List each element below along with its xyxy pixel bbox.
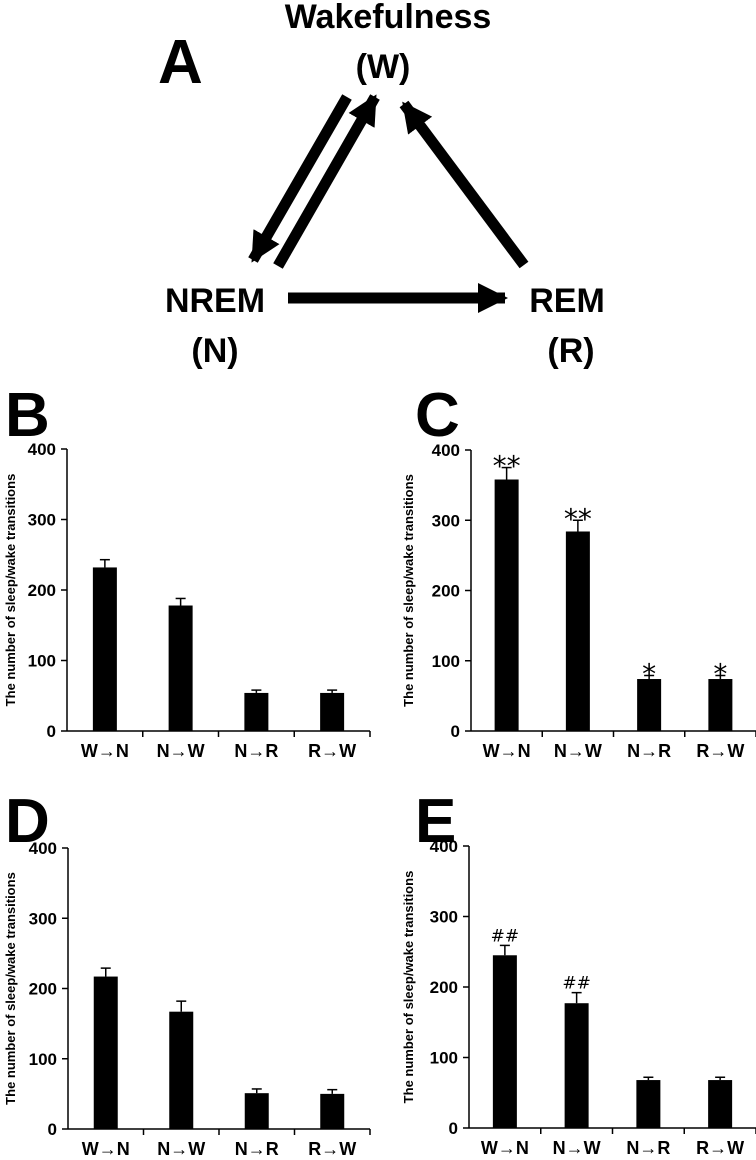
bar — [244, 692, 269, 731]
significance-mark: ** — [564, 502, 592, 535]
y-tick-label: 100 — [28, 652, 56, 671]
y-axis-label: The number of sleep/wake transitions — [401, 474, 416, 707]
x-category-label: N→R — [235, 1139, 279, 1159]
bar — [169, 1011, 194, 1129]
nrem-node-label: NREM — [165, 282, 265, 320]
wake-node-abbr: (W) — [356, 48, 411, 86]
x-category-label: N→R — [234, 741, 278, 761]
y-tick-label: 200 — [28, 581, 56, 600]
significance-mark: * — [713, 658, 727, 691]
bar — [637, 679, 662, 731]
bar — [565, 531, 590, 731]
x-category-label: W→N — [481, 1138, 529, 1158]
x-category-label: N→W — [157, 1139, 205, 1159]
y-axis-label: The number of sleep/wake transitions — [3, 872, 18, 1105]
bar — [708, 1080, 733, 1128]
x-category-label: R→W — [308, 741, 356, 761]
significance-mark: ** — [493, 450, 521, 483]
y-tick-label: 200 — [430, 978, 458, 997]
bar — [244, 1093, 269, 1129]
panel-b-chart: B The number of sleep/wake transitions 0 10… — [3, 381, 371, 761]
bar — [93, 976, 118, 1129]
y-tick-label: 400 — [432, 441, 460, 460]
x-category-label: W→N — [81, 741, 129, 761]
panel-a-diagram: A Wakefulness (W) NREM (N) REM (R) — [158, 0, 605, 370]
wake-node-label: Wakefulness — [285, 0, 492, 36]
y-tick-label: 400 — [29, 839, 57, 858]
panel-letter: E — [415, 787, 456, 856]
significance-mark: ## — [491, 926, 520, 946]
x-category-label: W→N — [483, 741, 531, 761]
rem-node-abbr: (R) — [547, 332, 594, 370]
significance-mark: ## — [562, 974, 591, 994]
y-tick-label: 400 — [430, 837, 458, 856]
panel-letter: B — [5, 381, 50, 450]
nrem-node-abbr: (N) — [191, 332, 238, 370]
y-tick-label: 100 — [432, 652, 460, 671]
y-tick-label: 300 — [430, 908, 458, 927]
x-category-label: N→W — [553, 1138, 601, 1158]
y-tick-label: 300 — [28, 511, 56, 530]
bar — [320, 692, 345, 731]
bar — [168, 605, 193, 731]
x-category-label: R→W — [308, 1139, 356, 1159]
bar — [564, 1003, 589, 1128]
y-tick-label: 0 — [451, 722, 460, 741]
rem-node-label: REM — [529, 282, 605, 320]
y-axis-label: The number of sleep/wake transitions — [3, 474, 18, 707]
y-tick-label: 0 — [449, 1119, 458, 1138]
y-tick-label: 300 — [29, 909, 57, 928]
y-tick-label: 400 — [28, 440, 56, 459]
bar — [92, 567, 117, 731]
arrow-nrem-to-wake — [273, 94, 380, 269]
y-tick-label: 200 — [29, 980, 57, 999]
y-tick-label: 100 — [430, 1049, 458, 1068]
panel-letter: D — [5, 787, 50, 856]
x-category-label: R→W — [696, 1138, 744, 1158]
bar — [636, 1080, 661, 1128]
arrow-wake-to-nrem — [248, 94, 352, 263]
bar — [320, 1093, 345, 1129]
bar — [494, 479, 519, 731]
bar — [492, 955, 517, 1128]
panel-c-chart: C The number of sleep/wake transitions 0 10… — [401, 381, 756, 761]
x-category-label: N→R — [626, 1138, 670, 1158]
x-category-label: N→R — [627, 741, 671, 761]
y-tick-label: 100 — [29, 1050, 57, 1069]
y-tick-label: 200 — [432, 582, 460, 601]
y-axis-label: The number of sleep/wake transitions — [401, 871, 416, 1104]
panel-a-letter: A — [158, 28, 203, 97]
x-category-label: N→W — [554, 741, 602, 761]
y-tick-label: 0 — [47, 722, 56, 741]
panel-d-chart: D The number of sleep/wake transitions 0 10… — [3, 787, 371, 1159]
bar — [708, 679, 733, 731]
x-category-label: N→W — [157, 741, 205, 761]
y-tick-label: 0 — [48, 1120, 57, 1139]
panel-letter: C — [415, 381, 460, 450]
y-tick-label: 300 — [432, 511, 460, 530]
significance-mark: * — [642, 658, 656, 691]
x-category-label: R→W — [696, 741, 744, 761]
arrow-rem-to-wake — [399, 100, 529, 269]
x-category-label: W→N — [82, 1139, 130, 1159]
panel-e-chart: E The number of sleep/wake transitions 0 10… — [401, 787, 756, 1158]
